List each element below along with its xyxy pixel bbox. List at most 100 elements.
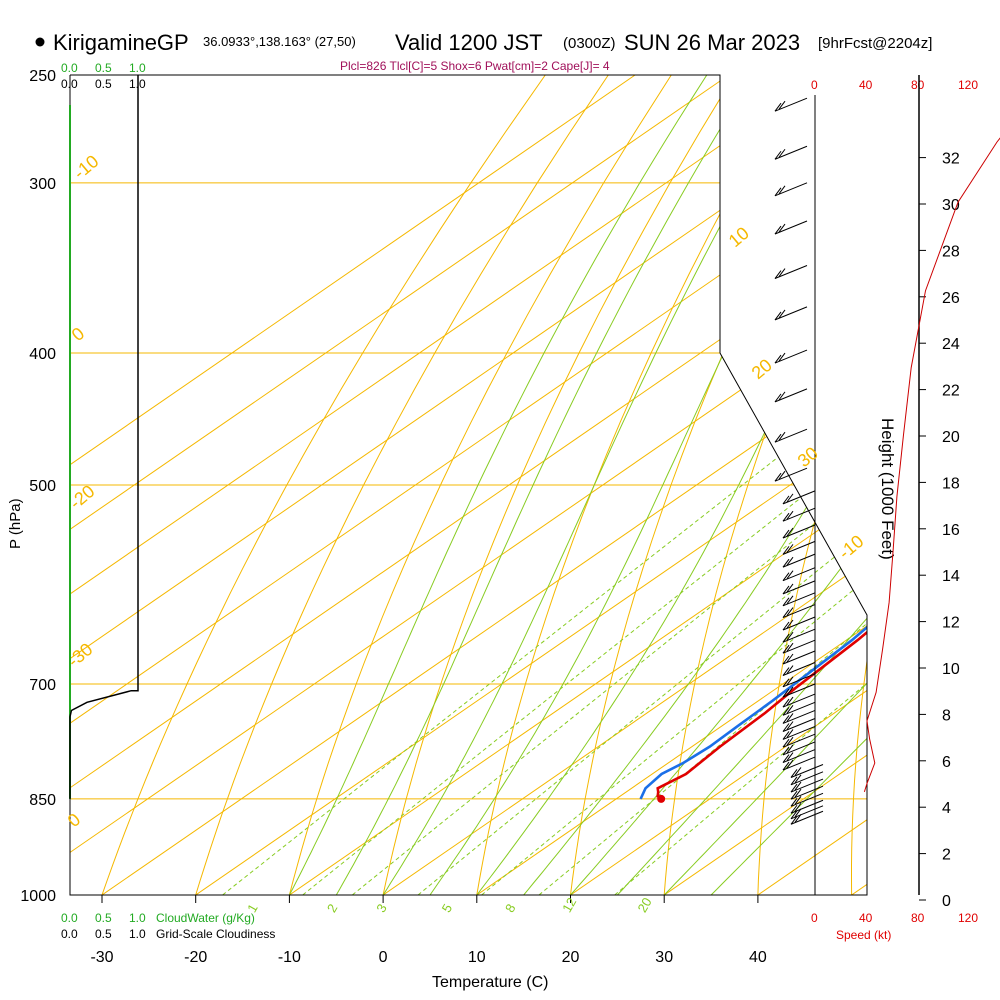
wind-barb-icon (782, 585, 790, 595)
wind-barb-icon (782, 621, 790, 631)
wind-barb-icon (774, 97, 808, 112)
wind-barb-icon (790, 815, 798, 825)
wind-barb-icon (794, 802, 802, 812)
stability-indices: Plcl=826 Tlcl[C]=5 Shox=6 Pwat[cm]=2 Cap… (340, 59, 610, 73)
wind-barb-icon (794, 781, 802, 791)
wind-barb-icon (786, 713, 794, 722)
height-tick-label: 14 (942, 568, 960, 585)
wind-barb-icon (794, 808, 802, 818)
wind-barb-icon (782, 710, 816, 724)
wind-barb-icon (774, 270, 782, 279)
wind-barb-icon (786, 556, 794, 566)
wind-barb-icon (782, 597, 790, 607)
height-tick-label: 18 (942, 475, 960, 492)
wind-barb-icon (782, 507, 816, 522)
moist-adiabat-line (335, 75, 754, 895)
wind-barb-icon (782, 723, 790, 732)
wind-barb-icon (774, 225, 782, 235)
wind-barb-icon (782, 592, 816, 607)
cloudiness-tick-bottom-2: 1.0 (129, 927, 146, 941)
cloudiness-tick-bottom-0: 0.0 (61, 927, 78, 941)
wind-barb-icon (778, 100, 786, 110)
wind-barb-icon (790, 783, 798, 793)
wind-barb-icon (790, 771, 824, 786)
wind-barb-icon (786, 527, 794, 537)
isotherm-line (289, 75, 867, 895)
moist-adiabat-line (382, 75, 806, 895)
wind-barb-icon (790, 790, 798, 800)
wind-barb-icon (786, 544, 794, 553)
wind-barb-icon (790, 778, 824, 793)
mixing-ratio-line (481, 352, 867, 895)
wind-barb-icon (774, 433, 782, 443)
wind-barb-icon (782, 718, 816, 732)
wind-barb-icon (774, 349, 808, 364)
mixing-ratio-label: 8 (502, 901, 519, 915)
wind-barb-icon (782, 731, 790, 740)
wind-barb-icon (782, 490, 816, 505)
moist-adiabat-line (523, 75, 867, 895)
wind-barb-icon (786, 583, 794, 593)
wind-barb-icon (790, 792, 824, 807)
wind-barb-icon (782, 633, 790, 643)
wind-barb-icon (790, 776, 798, 786)
height-tick-label: 12 (942, 615, 960, 632)
y-tick-label: 700 (29, 677, 56, 694)
isotherm-label: 10 (725, 223, 753, 251)
wind-barb-icon (786, 721, 794, 730)
wind-barb-icon (786, 642, 794, 652)
wind-barb-icon (790, 810, 798, 820)
wind-barb-icon (782, 701, 816, 716)
wind-barb-icon (782, 746, 790, 756)
isotherm-line (70, 75, 636, 895)
wind-barb-icon (786, 752, 794, 761)
x-tick-label: -30 (90, 949, 113, 966)
wind-barb-icon (786, 570, 794, 579)
forecast-tag: [9hrFcst@2204z] (818, 35, 932, 52)
y-tick-label: 300 (29, 176, 56, 193)
wind-barb-icon (786, 736, 794, 746)
isotherm-line (663, 75, 867, 895)
plot-border (69, 74, 868, 896)
wind-barb-icon (774, 187, 782, 197)
wind-barb-icon (786, 729, 794, 738)
isotherm-label: 0 (64, 809, 85, 831)
wind-barb-icon (778, 185, 786, 195)
wind-barb-icon (782, 655, 790, 665)
wind-barb-icon (782, 628, 816, 643)
height-tick-label: 8 (942, 707, 951, 724)
speed-tick-bottom-3: 120 (958, 911, 978, 925)
mixing-ratio-label: 5 (439, 901, 456, 915)
isotherm-line (70, 75, 730, 895)
wind-barb-icon (774, 393, 782, 403)
wind-barb-icon (794, 767, 802, 776)
wind-speed-profile (863, 137, 1000, 793)
wind-barb-icon (774, 428, 808, 443)
plot-area (70, 75, 867, 895)
wind-barb-icon (782, 678, 790, 688)
wind-barb-icon (778, 309, 786, 319)
wind-barb-icon (782, 673, 816, 688)
y-tick-label: 850 (29, 792, 56, 809)
wind-barb-icon (774, 182, 808, 197)
mixing-ratio-line (302, 352, 867, 895)
wind-barb-icon (786, 759, 794, 769)
mixing-ratio-label: 20 (634, 895, 654, 915)
wind-barb-icon (782, 698, 790, 708)
wind-barb-icon (782, 707, 790, 716)
wind-barb-icon (786, 510, 794, 520)
wind-barb-icon (790, 764, 824, 778)
wind-barb-icon (782, 609, 790, 618)
mixing-ratio-label: 3 (373, 901, 390, 915)
wind-barb-icon (778, 470, 786, 480)
wind-barb-icon (782, 580, 816, 595)
dry-adiabat-line (851, 75, 867, 895)
height-tick-label: 26 (942, 290, 960, 307)
y-tick-label: 500 (29, 478, 56, 495)
wind-barb-icon (790, 810, 824, 825)
wind-barb-icon (782, 558, 790, 568)
height-tick-label: 24 (942, 336, 960, 353)
wind-barb-icon (790, 769, 798, 778)
mixing-ratio-label: 12 (559, 895, 579, 915)
